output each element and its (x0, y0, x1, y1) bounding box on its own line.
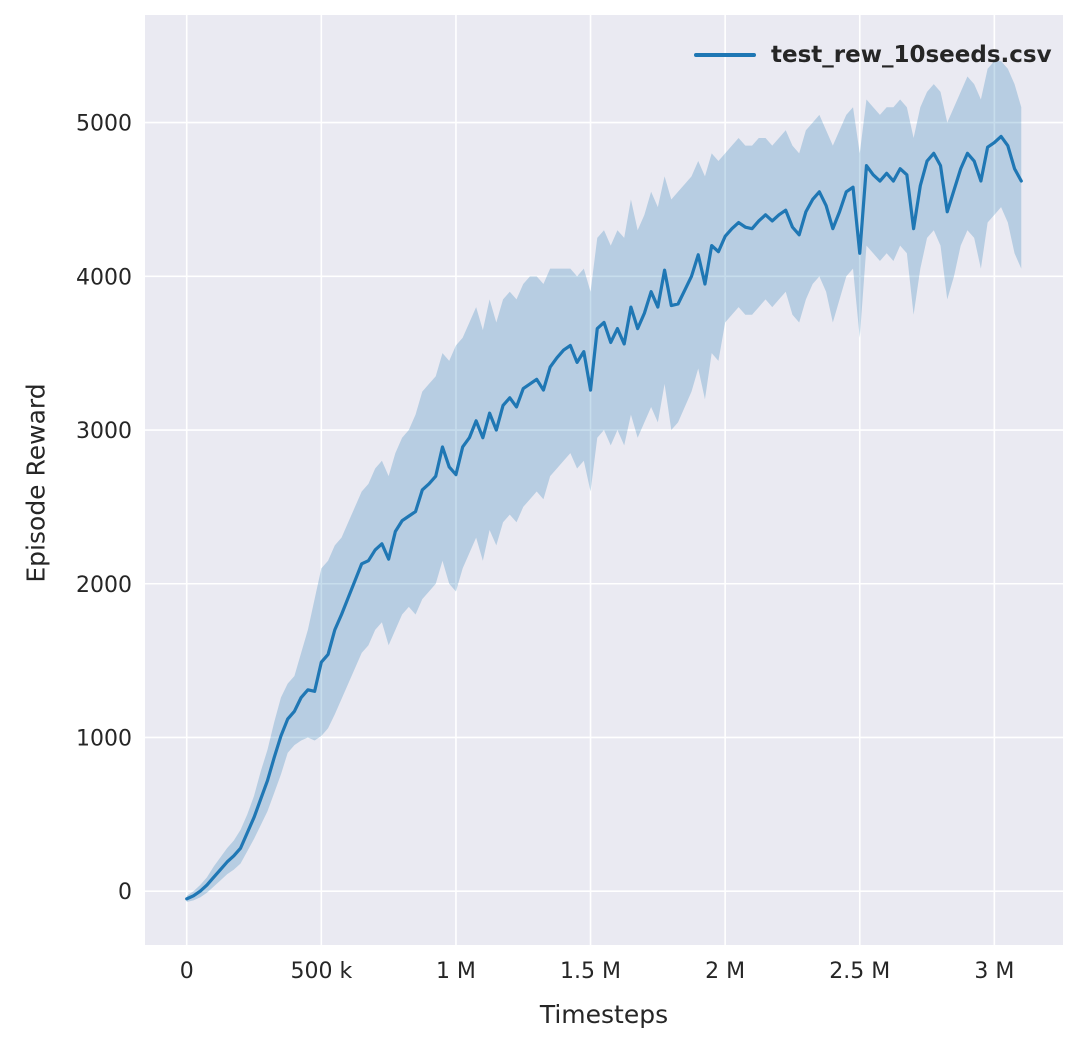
legend-line-swatch (694, 53, 756, 57)
confidence-band (186, 61, 1022, 902)
y-tick-label: 2000 (76, 573, 132, 598)
series-line (185, 134, 1023, 901)
y-tick-label: 1000 (76, 726, 132, 751)
x-tick-label: 0 (180, 959, 194, 984)
x-tick-label: 1.5 M (560, 959, 621, 984)
y-tick-label: 3000 (76, 419, 132, 444)
x-tick-label: 500 k (290, 959, 352, 984)
y-tick-label: 5000 (76, 112, 132, 137)
x-tick-label: 1 M (436, 959, 476, 984)
plot-background (145, 15, 1063, 945)
x-tick-label: 2 M (705, 959, 745, 984)
x-tick-label: 2.5 M (829, 959, 890, 984)
legend-label: test_rew_10seeds.csv (771, 42, 1052, 68)
y-axis-label: Episode Reward (21, 383, 51, 583)
y-tick-label: 4000 (76, 265, 132, 290)
x-tick-label: 3 M (974, 959, 1014, 984)
x-axis-label: Timesteps (539, 1000, 669, 1029)
y-tick-label: 0 (118, 880, 132, 905)
legend: test_rew_10seeds.csv (694, 42, 1052, 68)
